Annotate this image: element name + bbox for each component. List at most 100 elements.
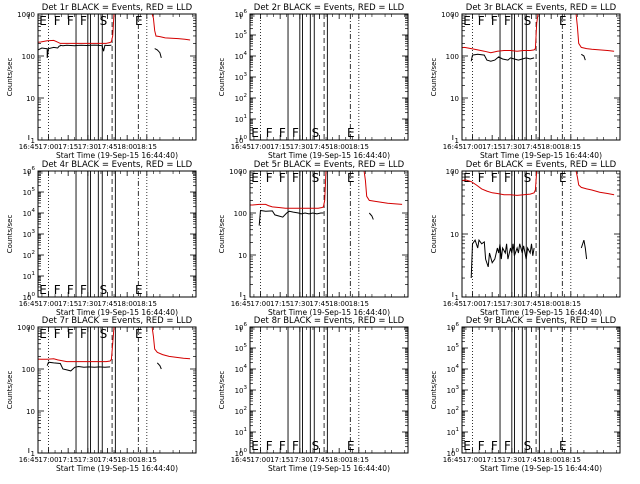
event-marker-label: F — [80, 283, 87, 297]
data-series — [462, 14, 615, 62]
y-tick-label: 105 — [447, 343, 460, 353]
y-tick-label: 1 — [31, 137, 35, 145]
x-tick-label: 17:00 — [38, 300, 58, 308]
x-tick-label: 17:15 — [482, 143, 502, 151]
panel-title: Det 8r BLACK = Events, RED = LLD — [254, 316, 405, 326]
event-marker-label: E — [463, 171, 471, 185]
x-axis-label: Start Time (19-Sep-15 16:44:40) — [480, 151, 602, 160]
y-tick-label: 102 — [235, 406, 247, 416]
event-marker-label: E — [251, 171, 259, 185]
x-tick-label: 18:15 — [561, 143, 581, 151]
x-tick-label: 18:15 — [137, 143, 157, 151]
x-tick-label: 18:15 — [349, 143, 369, 151]
event-marker-label: F — [279, 439, 286, 453]
x-tick-label: 17:00 — [462, 456, 482, 464]
plot-frame — [461, 326, 621, 454]
event-marker-label: F — [67, 283, 74, 297]
plot-frame — [249, 326, 409, 454]
y-tick-label: 100 — [22, 53, 35, 61]
plot-panel-5: Det 5r BLACK = Events, RED = LLD 1 10 100 10… — [218, 160, 409, 317]
x-tick-label: 17:30 — [290, 456, 310, 464]
x-tick-label: 17:00 — [250, 143, 270, 151]
x-tick-label: 17:00 — [462, 143, 482, 151]
y-tick-label: 10 — [450, 95, 459, 103]
x-tick-label: 17:45 — [97, 300, 117, 308]
y-tick-label: 103 — [235, 72, 248, 82]
y-tick-label: 103 — [235, 385, 248, 395]
y-axis-label: Counts/sec — [6, 58, 14, 97]
event-markers — [260, 171, 360, 297]
event-marker-label: F — [54, 14, 61, 28]
y-tick-label: 1000 — [229, 168, 247, 176]
event-marker-label: S — [100, 283, 108, 297]
event-rate-line — [46, 361, 111, 372]
x-tick-label: 16:45 — [231, 456, 251, 464]
event-marker-label: S — [524, 171, 532, 185]
event-marker-label: F — [279, 171, 286, 185]
y-axis-label: Counts/sec — [430, 58, 438, 97]
y-tick-label: 1000 — [17, 11, 35, 19]
event-marker-label: E — [347, 126, 355, 140]
event-marker-label: E — [463, 439, 471, 453]
lld-rate-line — [250, 171, 403, 209]
event-marker-label: F — [478, 171, 485, 185]
event-rate-line — [368, 212, 374, 220]
y-tick-label: 10 — [26, 408, 35, 416]
plot-frame — [37, 170, 197, 298]
x-tick-label: 17:45 — [521, 143, 541, 151]
data-series — [38, 14, 191, 59]
x-tick-label: 16:45 — [231, 143, 251, 151]
panel-title: Det 6r BLACK = Events, RED = LLD — [466, 160, 617, 170]
x-tick-label: 17:00 — [462, 300, 482, 308]
y-tick-label: 1 — [455, 294, 459, 302]
y-tick-label: 1000 — [17, 324, 35, 332]
x-tick-label: 17:15 — [270, 456, 290, 464]
event-marker-label: F — [478, 439, 485, 453]
event-marker-label: E — [135, 14, 143, 28]
event-marker-label: E — [559, 439, 567, 453]
x-tick-label: 17:45 — [97, 143, 117, 151]
y-tick-label: 105 — [235, 343, 248, 353]
y-tick-label: 1000 — [441, 11, 459, 19]
y-axis-label: Counts/sec — [218, 215, 226, 254]
y-tick-label: 104 — [235, 51, 248, 61]
x-tick-label: 18:15 — [349, 300, 369, 308]
y-axis-label: Counts/sec — [218, 58, 226, 97]
event-markers — [472, 14, 572, 140]
x-tick-label: 16:45 — [231, 300, 251, 308]
x-tick-label: 18:00 — [329, 456, 349, 464]
event-rate-line — [470, 238, 535, 279]
plot-panel-3: Det 3r BLACK = Events, RED = LLD 1 10 100 10… — [430, 3, 621, 160]
x-tick-label: 17:15 — [482, 300, 502, 308]
event-marker-label: E — [347, 439, 355, 453]
plot-panel-4: Det 4r BLACK = Events, RED = LLD10010110… — [6, 160, 197, 317]
panel-title: Det 1r BLACK = Events, RED = LLD — [42, 3, 193, 13]
x-tick-label: 16:45 — [19, 456, 39, 464]
x-axis-label: Start Time (19-Sep-15 16:44:40) — [480, 308, 602, 317]
y-tick-label: 102 — [447, 406, 459, 416]
event-marker-label: S — [524, 439, 532, 453]
x-axis-label: Start Time (19-Sep-15 16:44:40) — [56, 464, 178, 473]
y-tick-label: 10 — [238, 252, 247, 260]
y-tick-label: 1 — [455, 137, 459, 145]
x-tick-label: 17:45 — [521, 300, 541, 308]
x-tick-label: 17:30 — [290, 300, 310, 308]
x-axis-label: Start Time (19-Sep-15 16:44:40) — [268, 308, 390, 317]
x-tick-label: 17:15 — [270, 300, 290, 308]
event-rate-line — [470, 53, 535, 62]
x-tick-label: 17:45 — [309, 300, 329, 308]
event-marker-label: F — [504, 171, 511, 185]
event-marker-label: F — [266, 171, 273, 185]
event-marker-label: F — [504, 439, 511, 453]
x-tick-label: 16:45 — [443, 456, 463, 464]
event-rate-line — [38, 44, 112, 58]
plot-frame — [461, 13, 621, 141]
event-markers — [48, 327, 148, 453]
plot-panel-2: Det 2r BLACK = Events, RED = LLD10010110… — [218, 3, 409, 160]
y-tick-label: 104 — [235, 364, 248, 374]
x-tick-label: 17:00 — [38, 143, 58, 151]
y-tick-label: 101 — [23, 271, 35, 281]
event-marker-label: E — [463, 14, 471, 28]
event-marker-label: E — [39, 14, 47, 28]
panel-title: Det 7r BLACK = Events, RED = LLD — [42, 316, 193, 326]
